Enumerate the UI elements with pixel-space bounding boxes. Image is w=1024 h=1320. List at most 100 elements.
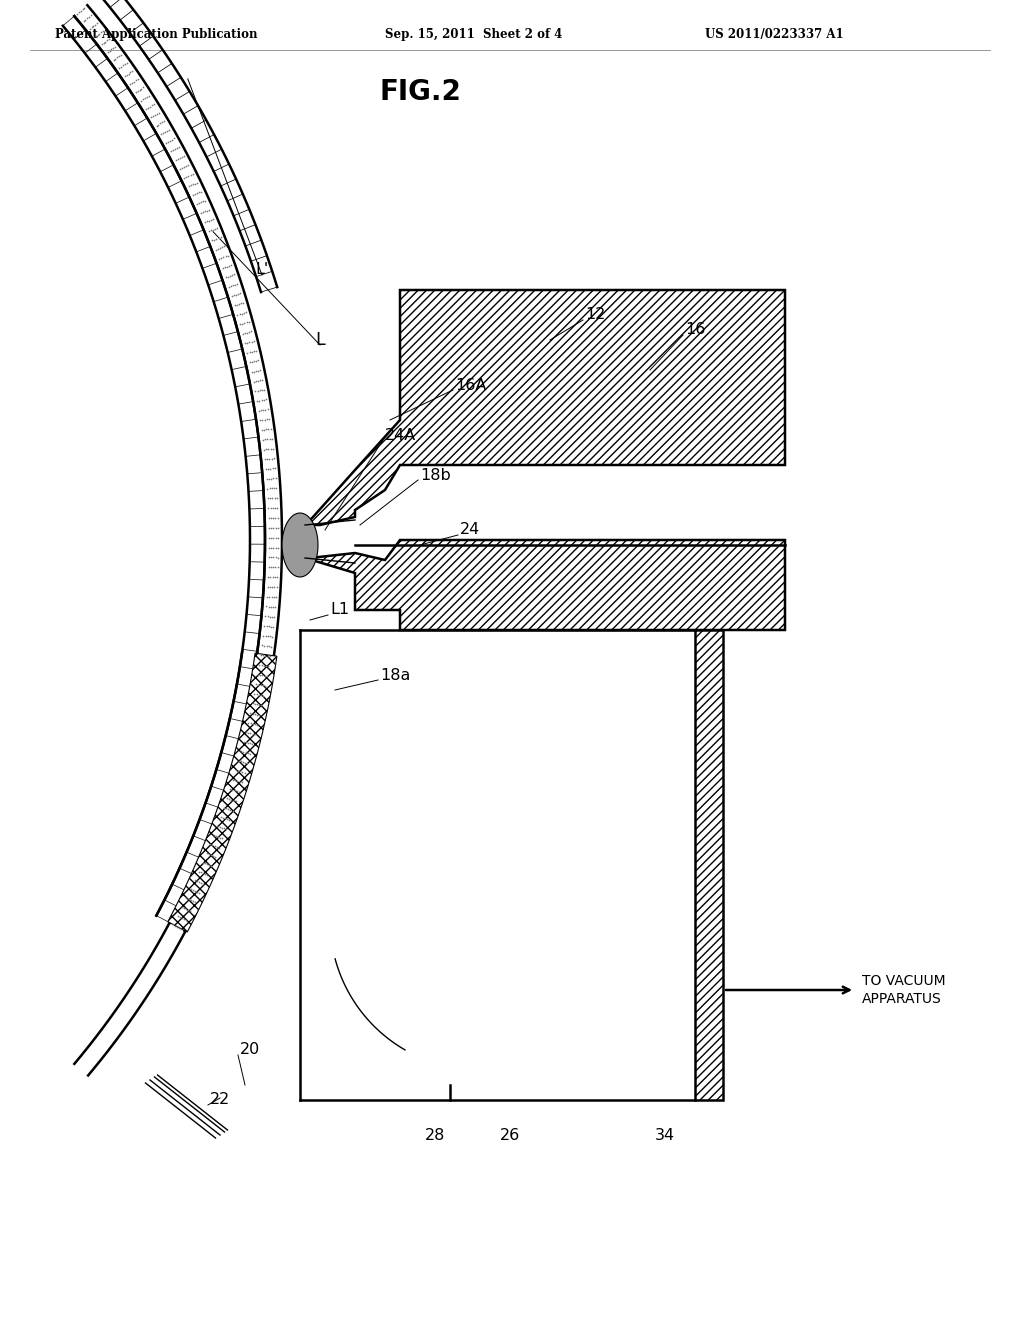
Point bbox=[269, 498, 286, 519]
Point bbox=[220, 799, 237, 820]
Point bbox=[204, 230, 220, 251]
Point bbox=[260, 656, 276, 677]
Point bbox=[259, 586, 275, 607]
Point bbox=[234, 323, 251, 345]
Point bbox=[264, 606, 281, 627]
Point bbox=[193, 203, 209, 224]
Point bbox=[142, 96, 159, 117]
Point bbox=[250, 360, 266, 381]
Point bbox=[240, 722, 256, 743]
Point bbox=[233, 304, 250, 325]
Point bbox=[209, 837, 225, 858]
Point bbox=[195, 874, 211, 895]
Point bbox=[99, 29, 116, 50]
Text: Sep. 15, 2011  Sheet 2 of 4: Sep. 15, 2011 Sheet 2 of 4 bbox=[385, 28, 562, 41]
Point bbox=[215, 818, 231, 840]
Point bbox=[265, 507, 282, 528]
Point bbox=[156, 123, 172, 144]
Point bbox=[207, 218, 223, 239]
Point bbox=[250, 664, 266, 685]
Point bbox=[263, 586, 280, 607]
Point bbox=[176, 168, 193, 189]
Point bbox=[209, 218, 225, 239]
Point bbox=[258, 438, 274, 459]
Point bbox=[228, 294, 245, 315]
Point bbox=[242, 743, 258, 764]
Point bbox=[261, 469, 278, 490]
Point bbox=[218, 797, 234, 818]
Point bbox=[238, 722, 254, 743]
Point bbox=[266, 566, 283, 587]
Point bbox=[210, 227, 226, 248]
Point bbox=[258, 595, 274, 616]
Point bbox=[169, 148, 185, 169]
Point bbox=[101, 28, 118, 49]
Point bbox=[263, 546, 280, 568]
Point bbox=[190, 871, 207, 892]
Point bbox=[227, 770, 244, 791]
Point bbox=[148, 115, 165, 136]
Point bbox=[153, 114, 169, 135]
Point bbox=[76, 0, 92, 18]
Point bbox=[201, 199, 217, 220]
Point bbox=[175, 145, 191, 166]
Point bbox=[174, 157, 190, 178]
Point bbox=[242, 331, 258, 352]
Point bbox=[220, 267, 237, 288]
Point bbox=[195, 191, 211, 213]
Point bbox=[230, 293, 247, 314]
Point bbox=[267, 557, 284, 578]
Point bbox=[258, 615, 274, 636]
Point bbox=[260, 557, 276, 578]
Point bbox=[99, 41, 116, 62]
Point bbox=[223, 285, 240, 306]
Point bbox=[199, 865, 215, 886]
Point bbox=[133, 78, 150, 99]
Point bbox=[252, 380, 268, 401]
Point bbox=[234, 762, 251, 783]
Point bbox=[219, 246, 236, 267]
Point bbox=[259, 577, 275, 598]
Point bbox=[266, 478, 283, 499]
Point bbox=[212, 227, 228, 248]
Point bbox=[186, 870, 203, 891]
Point bbox=[251, 684, 267, 705]
Point bbox=[260, 488, 276, 510]
Point bbox=[82, 18, 98, 40]
Point bbox=[259, 409, 275, 430]
Point bbox=[215, 247, 231, 268]
Point bbox=[241, 322, 257, 343]
Point bbox=[203, 855, 219, 876]
Point bbox=[243, 713, 259, 734]
Point bbox=[182, 890, 199, 911]
Point bbox=[239, 322, 255, 343]
Point bbox=[260, 626, 276, 647]
Point bbox=[197, 853, 213, 874]
Point bbox=[214, 257, 230, 279]
Point bbox=[260, 498, 276, 519]
Point bbox=[180, 165, 197, 186]
Point bbox=[180, 899, 197, 920]
Point bbox=[91, 24, 108, 45]
Point bbox=[87, 15, 103, 36]
Point bbox=[260, 438, 276, 459]
Point bbox=[269, 527, 286, 548]
Point bbox=[175, 908, 191, 929]
Point bbox=[203, 845, 219, 866]
Point bbox=[242, 342, 258, 363]
Point bbox=[267, 507, 284, 528]
Point bbox=[221, 255, 238, 276]
Point bbox=[240, 342, 256, 363]
Point bbox=[199, 211, 215, 232]
Point bbox=[212, 828, 228, 849]
Point bbox=[143, 107, 160, 128]
Polygon shape bbox=[282, 513, 318, 577]
Point bbox=[161, 119, 177, 140]
Point bbox=[239, 333, 255, 354]
Point bbox=[241, 711, 257, 733]
Point bbox=[180, 154, 197, 176]
Point bbox=[259, 449, 275, 470]
Point bbox=[89, 13, 105, 34]
Point bbox=[236, 731, 252, 752]
Polygon shape bbox=[305, 540, 785, 630]
